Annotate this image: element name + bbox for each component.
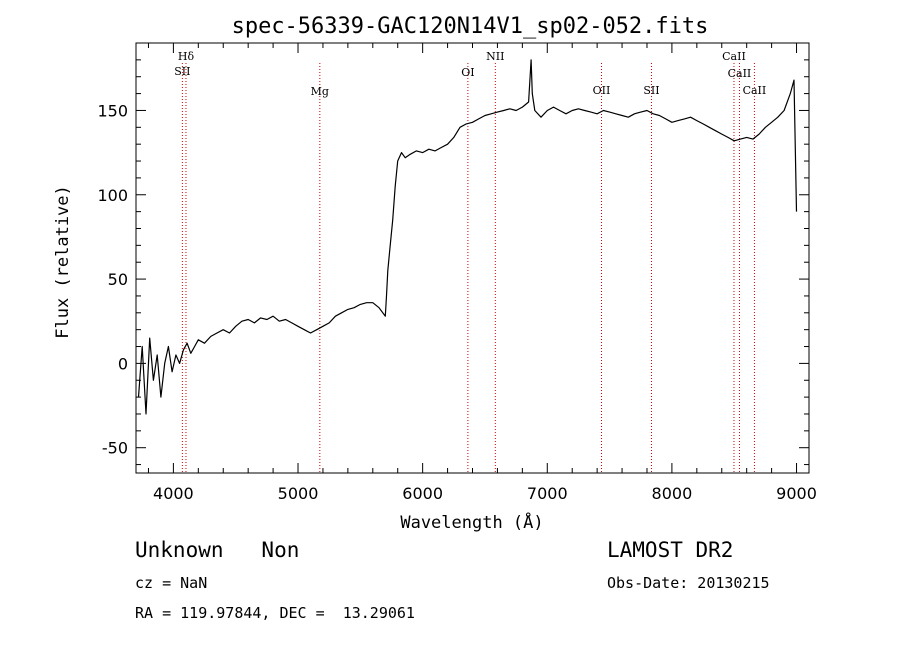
chart-title: spec-56339-GAC120N14V1_sp02-052.fits (232, 14, 709, 39)
line-marker-label-8: CaII (728, 67, 752, 80)
spectrum-series-group (137, 59, 798, 415)
y-tick-label-2: 50 (108, 270, 128, 289)
line-marker-label-5: OII (593, 84, 611, 97)
y-axis-label: Flux (relative) (53, 185, 73, 339)
line-marker-label-1: SII (174, 65, 190, 78)
y-tick-label-4: 150 (97, 101, 128, 120)
spectral-line-markers: Hδ SII Mg OI NII OII SII CaII CaII CaII (174, 50, 766, 473)
line-marker-label-4: NII (486, 50, 504, 63)
coordinates-text: RA = 119.97844, DEC = 13.29061 (135, 604, 415, 622)
axis-ticks: 4000 5000 6000 7000 8000 9000 -50 0 50 100 150 (97, 43, 817, 503)
line-marker-label-6: SII (643, 84, 659, 97)
x-tick-label-3: 7000 (527, 484, 568, 503)
x-tick-label-5: 9000 (776, 484, 817, 503)
plot-frame (135, 42, 810, 474)
x-tick-label-1: 5000 (278, 484, 319, 503)
line-marker-label-7: CaII (722, 50, 746, 63)
redshift-text: cz = NaN (135, 574, 208, 592)
line-marker-label-9: CaII (743, 84, 767, 97)
x-tick-label-0: 4000 (153, 484, 194, 503)
object-class-text: Unknown Non (135, 538, 300, 562)
line-marker-label-2: Mg (311, 85, 329, 98)
y-tick-label-0: -50 (102, 439, 128, 458)
line-marker-label-0: Hδ (178, 50, 195, 63)
line-marker-label-3: OI (461, 66, 474, 79)
x-tick-label-2: 6000 (402, 484, 443, 503)
x-axis-label: Wavelength (Å) (400, 511, 543, 533)
spectrum-series-0 (137, 59, 798, 415)
obs-date-text: Obs-Date: 20130215 (607, 574, 770, 592)
y-tick-label-1: 0 (118, 354, 128, 373)
survey-text: LAMOST DR2 (607, 538, 734, 562)
y-tick-label-3: 100 (97, 186, 128, 205)
x-tick-label-4: 8000 (652, 484, 693, 503)
